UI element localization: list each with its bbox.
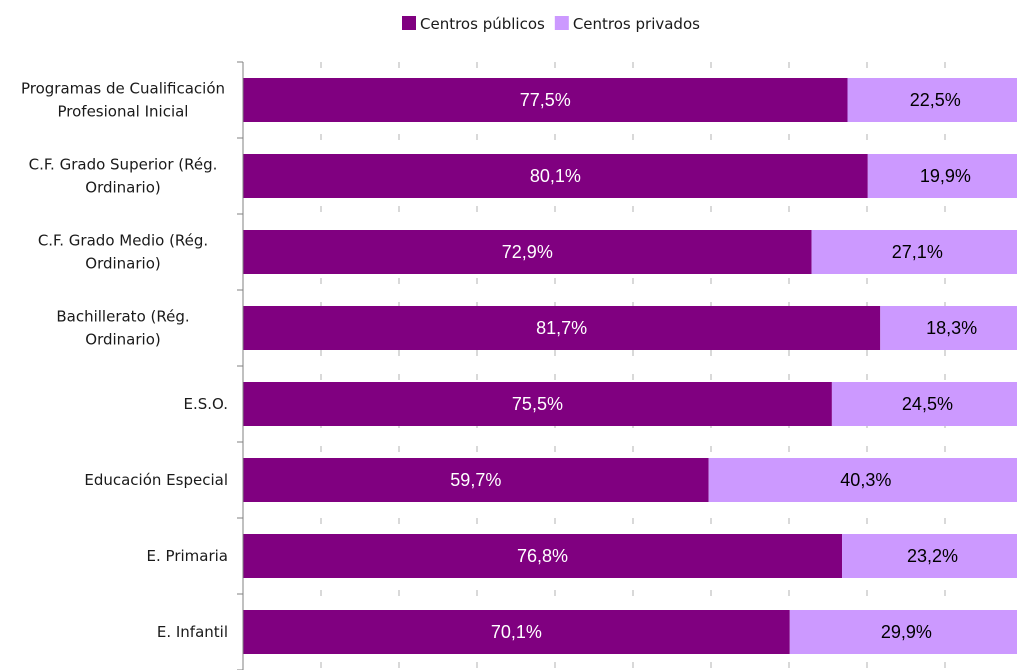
bars: 77,5% 22,5% 80,1% 19,9% 72,9% 27,1% 81,7% 18,3%… bbox=[243, 78, 1017, 654]
y-axis bbox=[237, 61, 244, 670]
bar-segment-publicos bbox=[243, 230, 812, 274]
data-label: 75,5% bbox=[512, 394, 563, 414]
category-label: E. Primaria bbox=[147, 547, 228, 565]
bar-segment-privados bbox=[867, 154, 1017, 198]
data-label: 40,3% bbox=[840, 470, 891, 490]
bar-segment-privados bbox=[880, 306, 1017, 350]
category-label: Educación Especial bbox=[84, 471, 228, 489]
legend-label: Centros públicos bbox=[420, 15, 545, 33]
data-label: 19,9% bbox=[920, 166, 971, 186]
data-label: 77,5% bbox=[520, 90, 571, 110]
data-label: 81,7% bbox=[536, 318, 587, 338]
bar-segment-publicos bbox=[243, 154, 868, 198]
legend: Centros públicos Centros privados bbox=[402, 15, 700, 33]
gridlines bbox=[320, 62, 946, 670]
bar-segment-publicos bbox=[243, 534, 843, 578]
bar-segment-privados bbox=[847, 78, 1017, 122]
data-label: 18,3% bbox=[926, 318, 977, 338]
data-label: 23,2% bbox=[907, 546, 958, 566]
category-label: C.F. Grado Superior (Rég. Ordinario) bbox=[29, 156, 218, 197]
category-label: Programas de Cualificación Profesional In… bbox=[21, 80, 225, 121]
legend-swatch bbox=[402, 16, 416, 30]
data-label: 72,9% bbox=[502, 242, 553, 262]
data-label: 29,9% bbox=[881, 622, 932, 642]
data-label: 70,1% bbox=[491, 622, 542, 642]
bar-segment-publicos bbox=[243, 78, 848, 122]
data-label: 80,1% bbox=[530, 166, 581, 186]
category-label: E.S.O. bbox=[183, 395, 228, 413]
category-label: C.F. Grado Medio (Rég. Ordinario) bbox=[38, 232, 208, 273]
bar-segment-privados bbox=[789, 610, 1017, 654]
category-label: Bachillerato (Rég. Ordinario) bbox=[56, 308, 189, 349]
bar-segment-privados bbox=[831, 382, 1017, 426]
legend-swatch bbox=[554, 16, 569, 30]
data-label: 24,5% bbox=[902, 394, 953, 414]
bar-segment-privados bbox=[811, 230, 1017, 274]
bar-segment-publicos bbox=[243, 382, 832, 426]
bar-segment-publicos bbox=[243, 610, 790, 654]
bar-segment-publicos bbox=[243, 458, 709, 502]
legend-label: Centros privados bbox=[573, 15, 700, 33]
data-label: 59,7% bbox=[450, 470, 501, 490]
data-label: 27,1% bbox=[892, 242, 943, 262]
category-labels: Programas de Cualificación Profesional In… bbox=[21, 80, 228, 642]
category-label: E. Infantil bbox=[157, 623, 228, 641]
bar-segment-privados bbox=[708, 458, 1017, 502]
bar-segment-publicos bbox=[243, 306, 881, 350]
bar-segment-privados bbox=[842, 534, 1017, 578]
data-label: 76,8% bbox=[517, 546, 568, 566]
data-label: 22,5% bbox=[910, 90, 961, 110]
